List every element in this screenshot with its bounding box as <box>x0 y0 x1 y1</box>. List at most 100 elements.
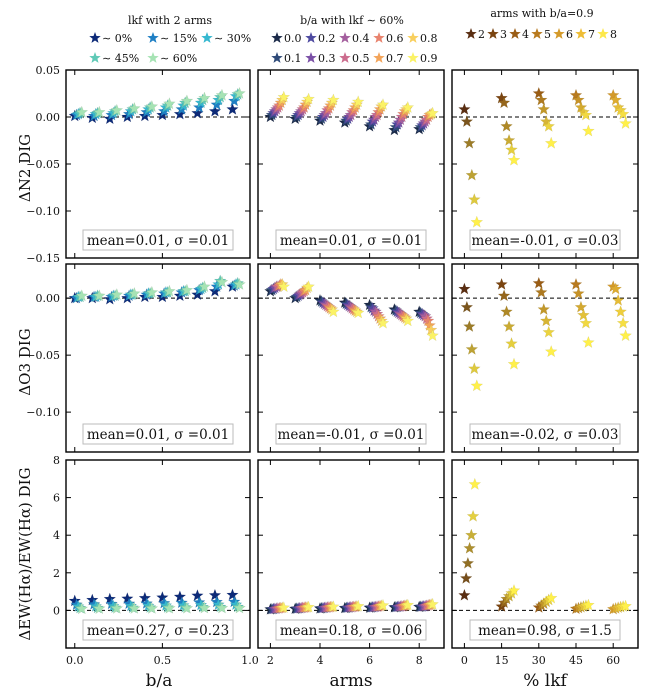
series-2 <box>532 86 558 149</box>
stats-annotation: mean=0.18, σ =0.06 <box>280 623 422 639</box>
xtick-label: 2 <box>267 654 274 667</box>
point <box>277 90 291 103</box>
point <box>532 86 546 99</box>
stats-annotation: mean=0.98, σ =1.5 <box>478 623 612 639</box>
point <box>401 100 415 114</box>
point <box>465 168 479 181</box>
stats-box <box>275 619 427 641</box>
legend: lkf with 2 arms b/a with lkf ∼ 60% arms … <box>89 7 617 65</box>
ytick-label: −0.15 <box>26 252 60 265</box>
stats-annotation: mean=-0.01, σ =0.01 <box>278 427 425 443</box>
legend-lkf-star-3 <box>89 52 101 63</box>
point <box>208 588 222 601</box>
point <box>609 282 623 295</box>
series-1 <box>288 92 316 125</box>
stats-annotation: mean=-0.02, σ =0.03 <box>472 427 619 443</box>
xtick-label: 0.5 <box>154 654 172 667</box>
series-3 <box>338 95 365 129</box>
point <box>457 102 471 115</box>
legend-ba-label-7: 0.7 <box>386 52 404 65</box>
series-3 <box>338 295 365 319</box>
panel-r2-c1: 2 4 6 8 mean=0.18, σ =0.06 <box>257 459 445 667</box>
legend-arms-star-6 <box>597 28 609 39</box>
ytick-label: 0 <box>53 604 60 617</box>
point <box>572 286 585 300</box>
legend-entries: ∼ 0% ∼ 15% ∼ 30% ∼ 45% ∼ 60% 0.0 0.1 0.2 0.3 0.4 0… <box>89 28 617 65</box>
point <box>470 379 484 392</box>
series-1 <box>495 277 521 370</box>
point <box>460 114 474 128</box>
panel-r0-c1: mean=0.01, σ =0.01 <box>257 69 445 259</box>
legend-lkf-label-0: ∼ 0% <box>102 32 132 45</box>
stats-box <box>82 229 234 251</box>
legend-ba-star-4 <box>339 32 351 43</box>
legend-arms-star-0 <box>465 28 477 39</box>
point <box>208 104 222 117</box>
point <box>537 302 551 316</box>
point <box>226 588 239 601</box>
point <box>145 285 159 298</box>
point <box>576 308 590 321</box>
point <box>460 300 474 313</box>
legend-lkf-label-2: ∼ 30% <box>214 32 251 45</box>
point <box>351 306 365 319</box>
point <box>180 601 194 614</box>
legend-ba-label-0: 0.0 <box>284 32 302 45</box>
legend-lkf-label-1: ∼ 15% <box>160 32 197 45</box>
point <box>500 305 514 318</box>
ytick-label: 2 <box>53 567 60 580</box>
point <box>574 300 588 313</box>
point <box>581 335 595 349</box>
point <box>459 571 473 584</box>
legend-arms-label-5: 7 <box>588 28 595 41</box>
series-0 <box>263 277 291 297</box>
series-5 <box>387 302 415 327</box>
point <box>614 305 628 318</box>
point <box>619 329 633 342</box>
stats-annotation: mean=-0.01, σ =0.03 <box>472 233 619 249</box>
point <box>581 598 595 611</box>
point <box>376 598 390 611</box>
legend-ba-star-7 <box>373 52 385 63</box>
xlabel-col-0: b/a <box>146 671 173 691</box>
point <box>75 105 89 118</box>
series-1 <box>288 600 316 615</box>
series-3 <box>569 88 595 137</box>
point <box>461 556 475 569</box>
legend-lkf-star-1 <box>147 32 159 43</box>
series-4 <box>75 275 246 302</box>
point <box>162 284 176 297</box>
point <box>537 102 551 115</box>
legend-arms-star-4 <box>553 28 565 39</box>
point <box>215 275 229 288</box>
xtick-label: 45 <box>569 654 583 667</box>
legend-lkf-label-4: ∼ 60% <box>160 52 197 65</box>
series-2 <box>313 93 340 127</box>
point <box>616 107 630 120</box>
legend-arms-star-2 <box>509 28 521 39</box>
legend-ba-star-5 <box>339 52 351 63</box>
point <box>500 119 514 132</box>
stats-annotation: mean=0.01, σ =0.01 <box>280 233 422 249</box>
panel-r1-c2: mean=-0.02, σ =0.03 <box>451 263 639 453</box>
legend-lkf-star-2 <box>201 32 213 43</box>
stats-box <box>469 423 621 445</box>
ytick-label: 4 <box>53 529 60 542</box>
point <box>326 93 340 106</box>
panel-r1-c0: 0.00 −0.05 −0.10 mean=0.01, σ =0.01 <box>26 263 251 453</box>
point <box>532 276 546 289</box>
point <box>468 477 482 490</box>
series-3 <box>569 277 595 349</box>
point <box>464 528 478 541</box>
point <box>180 283 194 296</box>
stats-annotation: mean=0.01, σ =0.01 <box>87 427 229 443</box>
point <box>507 357 521 370</box>
xtick-label: 15 <box>495 654 509 667</box>
xtick-label: 0 <box>461 654 468 667</box>
point <box>507 153 521 166</box>
point <box>127 601 141 615</box>
point <box>581 124 595 137</box>
series-1 <box>288 280 316 304</box>
